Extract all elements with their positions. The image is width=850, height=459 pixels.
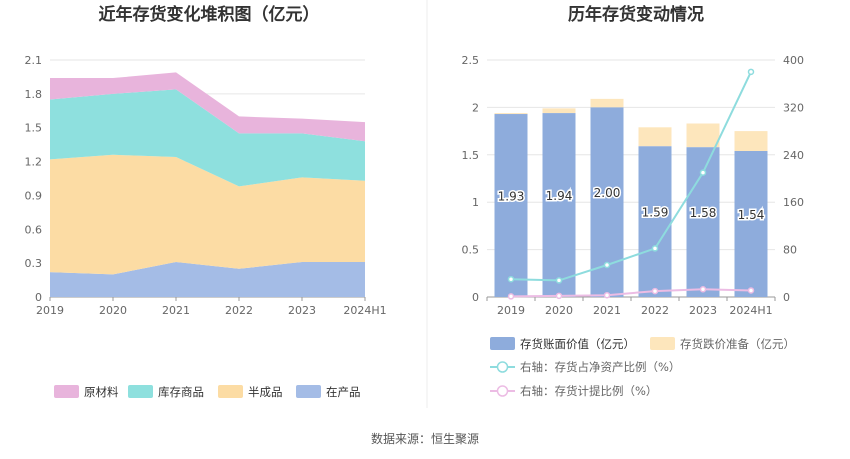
left-chart-title: 近年存货变化堆积图（亿元） [99, 4, 320, 25]
bar-provision [734, 131, 768, 152]
bar-data-label: 2.00 [594, 186, 621, 200]
bar-provision [494, 113, 528, 115]
line-point [603, 291, 611, 299]
y-tick-label: 0.3 [25, 257, 43, 270]
legend-swatch[interactable] [218, 385, 243, 398]
right-chart-title: 历年存货变动情况 [568, 4, 704, 25]
legend-label[interactable]: 库存商品 [158, 385, 204, 399]
inventory-bar-line-chart: 0 0.5 1 1.5 2 2.5 0 80 160 240 320 400 2019 2020 2021 2… [462, 54, 805, 398]
legend-swatch[interactable] [650, 337, 675, 350]
x-tick-label: 2020 [99, 304, 127, 317]
line-point [747, 68, 755, 76]
area-半成品 [50, 154, 365, 275]
line-point [651, 245, 659, 252]
bar-book-value [734, 151, 768, 297]
line-point [507, 293, 515, 300]
line-point [651, 287, 659, 295]
stacked-area-chart: 0 0.3 0.6 0.9 1.2 1.5 1.8 2.1 2019 2020 2021 2022 20… [25, 54, 387, 399]
bar-data-label: 1.54 [738, 208, 765, 222]
legend-label[interactable]: 在产品 [326, 385, 361, 399]
bar-provision [542, 108, 576, 114]
bar-data-label: 1.93 [498, 190, 525, 204]
line-series [510, 71, 752, 282]
x-tick-label: 2019 [497, 304, 525, 317]
bar-provision [638, 127, 672, 147]
y-tick-label: 2 [472, 101, 479, 114]
y-tick-label: 1.5 [462, 149, 480, 162]
data-source: 数据来源：恒生聚源 [371, 431, 479, 446]
x-tick-label: 2023 [689, 304, 717, 317]
line-point [699, 286, 707, 293]
area-在产品 [50, 262, 365, 297]
bar-provision [686, 123, 720, 148]
legend-label[interactable]: 存货账面价值（亿元） [520, 337, 635, 351]
y-tick-label: 1.2 [25, 156, 43, 169]
line-point [747, 287, 755, 294]
area-原材料 [50, 72, 365, 142]
legend-label[interactable]: 存货跌价准备（亿元） [680, 337, 795, 351]
y-tick-label: 1 [472, 196, 479, 209]
legend-swatch[interactable] [490, 337, 515, 350]
y-tick-label: 2.5 [462, 54, 480, 67]
y2-tick-label: 160 [783, 196, 804, 209]
line-point [699, 169, 707, 176]
line-point [555, 277, 563, 284]
legend-swatch[interactable] [128, 385, 153, 398]
x-tick-label: 2021 [593, 304, 621, 317]
legend-label[interactable]: 原材料 [84, 385, 119, 399]
legend-label[interactable]: 半成品 [248, 385, 283, 399]
legend-swatch[interactable] [54, 385, 79, 398]
x-tick-label: 2024H1 [343, 304, 386, 317]
y2-tick-label: 240 [783, 149, 804, 162]
x-tick-label: 2024H1 [729, 304, 772, 317]
y-tick-label: 1.8 [25, 88, 43, 101]
x-tick-label: 2022 [225, 304, 253, 317]
x-tick-label: 2023 [288, 304, 316, 317]
bar-book-value [638, 146, 672, 297]
y-tick-label: 1.5 [25, 122, 43, 135]
y-tick-label: 0.6 [25, 223, 43, 236]
x-tick-label: 2022 [641, 304, 669, 317]
y-tick-label: 0.5 [462, 244, 480, 257]
legend-label[interactable]: 右轴：存货占净资产比例（%） [520, 360, 680, 374]
y-tick-label: 0 [35, 291, 42, 304]
line-series [510, 288, 752, 298]
y2-tick-label: 320 [783, 101, 804, 114]
legend-line-marker[interactable] [496, 361, 509, 373]
line-point [555, 292, 563, 300]
bar-book-value [494, 114, 528, 297]
y-tick-label: 0 [472, 291, 479, 304]
legend-line-marker[interactable] [496, 385, 509, 397]
legend-label[interactable]: 右轴：存货计提比例（%） [520, 384, 657, 398]
x-tick-label: 2019 [36, 304, 64, 317]
bar-data-label: 1.58 [690, 206, 717, 220]
bar-data-label: 1.59 [642, 206, 669, 220]
y2-tick-label: 400 [783, 54, 804, 67]
y2-tick-label: 80 [783, 244, 797, 257]
x-tick-label: 2020 [545, 304, 573, 317]
legend-swatch[interactable] [296, 385, 321, 398]
y-tick-label: 2.1 [25, 54, 43, 67]
bar-book-value [542, 113, 576, 297]
x-tick-label: 2021 [162, 304, 190, 317]
bar-data-label: 1.94 [546, 189, 573, 203]
line-point [603, 261, 611, 269]
y-tick-label: 0.9 [25, 189, 43, 202]
bar-provision [590, 98, 624, 108]
line-point [507, 275, 515, 283]
y2-tick-label: 0 [783, 291, 790, 304]
area-库存商品 [50, 89, 365, 187]
